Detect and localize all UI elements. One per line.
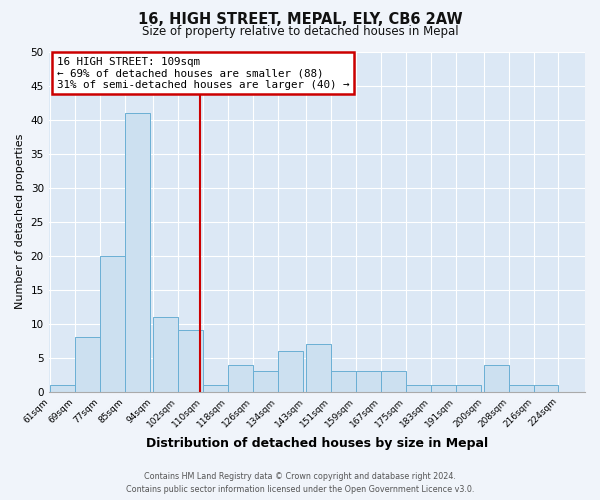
Bar bbox=[153, 317, 178, 392]
Bar bbox=[253, 372, 278, 392]
Bar bbox=[431, 385, 455, 392]
Y-axis label: Number of detached properties: Number of detached properties bbox=[15, 134, 25, 310]
Bar bbox=[50, 385, 75, 392]
Bar bbox=[381, 372, 406, 392]
Text: 16 HIGH STREET: 109sqm
← 69% of detached houses are smaller (88)
31% of semi-det: 16 HIGH STREET: 109sqm ← 69% of detached… bbox=[57, 56, 349, 90]
Text: Contains HM Land Registry data © Crown copyright and database right 2024.
Contai: Contains HM Land Registry data © Crown c… bbox=[126, 472, 474, 494]
Bar bbox=[125, 112, 150, 392]
Bar bbox=[406, 385, 431, 392]
Bar bbox=[533, 385, 559, 392]
Bar bbox=[331, 372, 356, 392]
Bar bbox=[75, 338, 100, 392]
Bar bbox=[203, 385, 228, 392]
Bar bbox=[484, 364, 509, 392]
Text: 16, HIGH STREET, MEPAL, ELY, CB6 2AW: 16, HIGH STREET, MEPAL, ELY, CB6 2AW bbox=[137, 12, 463, 28]
Bar bbox=[178, 330, 203, 392]
Bar bbox=[455, 385, 481, 392]
Bar bbox=[278, 351, 303, 392]
Bar bbox=[228, 364, 253, 392]
Bar bbox=[100, 256, 125, 392]
Bar bbox=[509, 385, 533, 392]
Bar bbox=[356, 372, 381, 392]
X-axis label: Distribution of detached houses by size in Mepal: Distribution of detached houses by size … bbox=[146, 437, 488, 450]
Bar bbox=[306, 344, 331, 392]
Text: Size of property relative to detached houses in Mepal: Size of property relative to detached ho… bbox=[142, 25, 458, 38]
